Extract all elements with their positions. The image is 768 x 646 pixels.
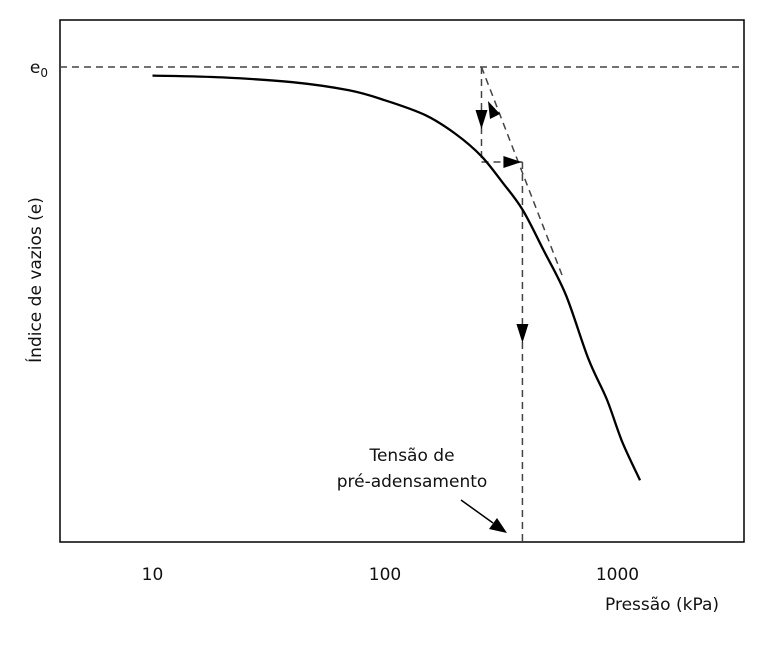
construction-arrows <box>475 101 529 343</box>
annotation-pointer-arrow <box>460 499 507 533</box>
annotation-line-2: pré-adensamento <box>337 472 488 492</box>
y-tick-label-subscript: 0 <box>40 66 48 80</box>
arrowhead-down-right <box>516 324 529 343</box>
y-tick-label-e0: e0 <box>30 58 48 80</box>
arrowhead-down-left <box>475 110 488 129</box>
annotation-line-1: Tensão de <box>368 446 454 466</box>
annotation-arrowhead <box>489 518 507 533</box>
plot-frame <box>59 19 745 543</box>
tangent-line <box>480 66 563 276</box>
compression-curve <box>152 74 642 481</box>
construction-lines <box>60 66 744 542</box>
y-axis-title: Índice de vazios (e) <box>24 197 46 363</box>
x-tick-label: 10 <box>142 565 164 585</box>
x-axis-title: Pressão (kPa) <box>605 595 719 615</box>
x-tick-label: 100 <box>369 565 401 585</box>
arrowhead-up-tangent <box>488 101 500 119</box>
x-tick-labels: 10 100 1000 <box>142 565 639 585</box>
y-tick-label-base: e <box>30 58 40 78</box>
x-tick-label: 1000 <box>596 565 639 585</box>
arrowhead-right <box>503 156 522 168</box>
